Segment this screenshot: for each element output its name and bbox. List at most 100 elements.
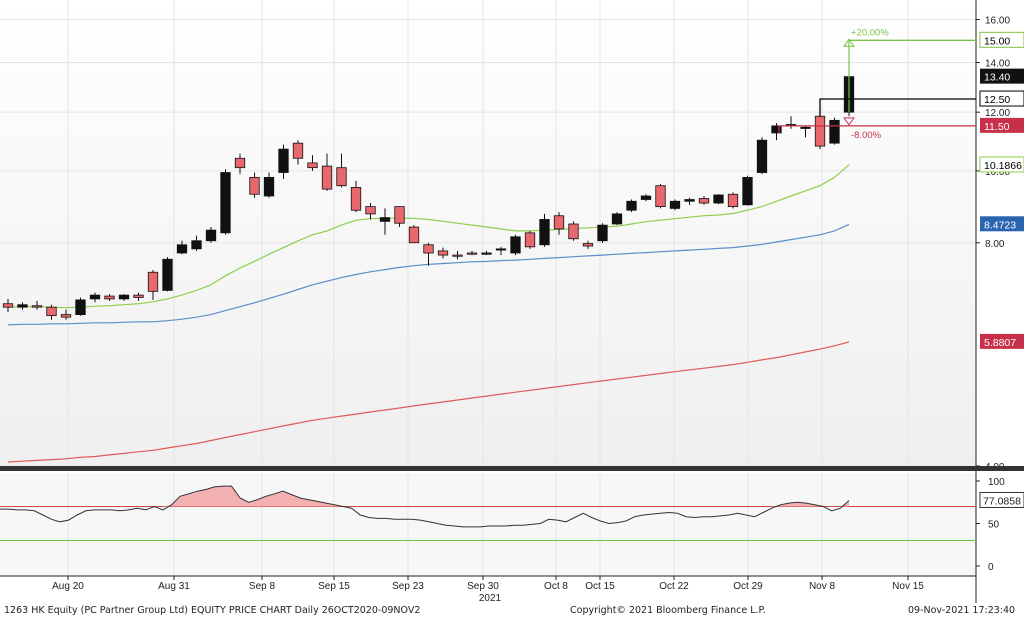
candle [75, 297, 86, 316]
candle [191, 235, 202, 251]
rsi-line [0, 485, 850, 528]
footer-copyright: Copyright© 2021 Bloomberg Finance L.P. [570, 605, 766, 616]
candle [2, 298, 14, 313]
candle [176, 240, 188, 255]
candle [539, 213, 550, 247]
candle [205, 227, 217, 243]
candle [234, 153, 246, 175]
candle [394, 206, 405, 228]
candle-body [611, 213, 623, 225]
candle-body [220, 172, 231, 234]
moving-average-line [7, 341, 850, 463]
candle [46, 304, 57, 320]
last-price-tag [980, 68, 1024, 84]
price-panel-bg [0, 0, 976, 466]
candle [698, 196, 710, 205]
candle-body [800, 126, 811, 129]
candle-body [60, 314, 72, 318]
candle-body [17, 304, 28, 308]
rsi-value-tag-text: 77.0858 [983, 495, 1021, 507]
candle-body [582, 243, 594, 247]
x-tick-label: Oct 15 [585, 581, 615, 592]
candle-body [771, 125, 782, 134]
candle-body [350, 187, 362, 211]
candle [829, 117, 840, 145]
candle-body [698, 198, 710, 204]
candle [379, 208, 391, 235]
candle-body [31, 305, 43, 308]
candle-body [423, 244, 434, 254]
candle-body [234, 157, 246, 169]
candle-body [46, 306, 57, 317]
candle-body [495, 248, 507, 251]
entry-level-line [819, 98, 976, 117]
x-tick-label: Aug 20 [52, 581, 84, 592]
candle [408, 225, 420, 244]
x-tick-label: Sep 23 [392, 581, 424, 592]
price-tick-label: 12.00 [985, 108, 1010, 119]
ma-short-tag [979, 156, 1024, 173]
candle [640, 194, 652, 202]
x-tick-label: Sep 30 [467, 581, 499, 592]
right-axis-bg [976, 0, 1024, 603]
x-tick-label: Nov 8 [809, 581, 836, 592]
x-tick-label: Aug 31 [158, 581, 190, 592]
candle [423, 242, 434, 266]
candle-body [568, 223, 579, 240]
candle-body [118, 294, 130, 300]
footer-bar: 1263 HK Equity (PC Partner Group Ltd) EQ… [0, 603, 1024, 619]
x-tick-label: Sep 15 [318, 581, 350, 592]
candle-body [684, 199, 695, 202]
target-annotation: +20.00% [851, 27, 889, 38]
rsi-value-tag [979, 491, 1024, 508]
candle-body [640, 195, 652, 200]
candle-body [713, 194, 724, 204]
candle [800, 125, 811, 138]
candle-body [756, 139, 768, 173]
candle-body [379, 217, 391, 222]
candle-body [292, 142, 304, 159]
ma-mid-tag [980, 216, 1024, 232]
ma-mid-tag-text: 8.4723 [984, 219, 1016, 231]
candle [582, 240, 594, 249]
candle [466, 250, 478, 256]
target-value-tag-text: 15.00 [984, 35, 1010, 47]
rsi-tick-label: 0 [988, 562, 994, 573]
candle-body [365, 206, 376, 215]
candle [249, 172, 260, 198]
candle-body [162, 258, 173, 291]
candle-body [597, 224, 608, 242]
stop-value-tag-text: 11.50 [984, 121, 1010, 133]
candle-body [133, 294, 144, 298]
candle [669, 199, 681, 211]
candle-body [147, 271, 159, 292]
entry-value-tag [979, 90, 1024, 107]
ma-short-tag-text: 10.1866 [984, 160, 1022, 172]
candle [742, 175, 753, 206]
footer-security-title: 1263 HK Equity (PC Partner Group Ltd) EQ… [4, 605, 421, 616]
candle [365, 203, 376, 220]
ma-long-tag-text: 5.8807 [984, 337, 1016, 349]
candle [104, 294, 115, 301]
candle-body [249, 177, 260, 195]
candle [321, 153, 333, 191]
x-tick-label: Oct 8 [544, 581, 568, 592]
candle [495, 246, 507, 256]
candle-body [655, 185, 666, 208]
candle [437, 247, 449, 259]
candle-body [553, 215, 565, 230]
candle-body [263, 177, 275, 197]
candle [684, 197, 695, 205]
candle [452, 250, 463, 260]
ma-long-tag [980, 333, 1024, 349]
candle-body [829, 119, 840, 144]
stop-level-line [778, 125, 976, 133]
candle-body [452, 254, 463, 257]
candle-body [336, 167, 347, 187]
price-tick-label: 16.00 [985, 16, 1010, 27]
candle [568, 221, 579, 241]
candle-body [408, 226, 420, 244]
candle-body [437, 250, 449, 256]
